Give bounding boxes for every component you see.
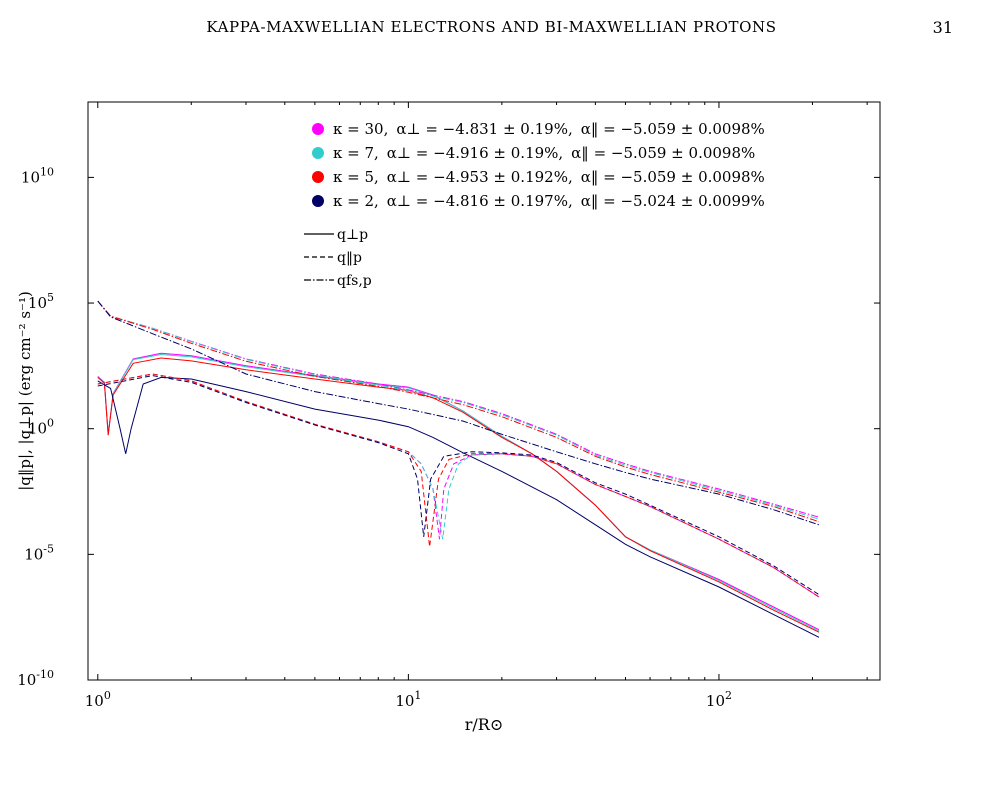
x-axis-label: r/R⊙ — [465, 715, 504, 734]
series-line-3 — [97, 357, 820, 633]
x-tick-label: 100 — [85, 689, 111, 710]
series-line-4 — [97, 376, 820, 638]
legend-entry: κ = 5, α⊥ = −4.953 ± 0.192%, α‖ = −5.059 ±… — [333, 168, 765, 186]
legend-marker — [312, 123, 324, 135]
legend-marker — [312, 195, 324, 207]
legend-entry: κ = 30, α⊥ = −4.831 ± 0.19%, α‖ = −5.059 ±… — [333, 120, 765, 138]
y-tick-label: 1010 — [21, 165, 54, 186]
legend-entry: κ = 2, α⊥ = −4.816 ± 0.197%, α‖ = −5.024 ±… — [333, 192, 765, 210]
y-tick-label: 10-5 — [24, 542, 54, 563]
legend-marker — [312, 171, 324, 183]
series-line-11 — [97, 300, 820, 523]
plot-frame — [87, 101, 881, 681]
x-tick-label: 102 — [706, 689, 732, 710]
y-axis-label: |q‖p|, |q⊥p| (erg cm⁻² s⁻¹) — [16, 291, 34, 491]
legend-line-label: qfs,p — [337, 273, 372, 289]
series-line-7 — [97, 373, 820, 598]
legend: κ = 30, α⊥ = −4.831 ± 0.19%, α‖ = −5.059 ±… — [304, 120, 765, 289]
y-tick-label: 10-10 — [17, 668, 54, 689]
legend-line-label: q‖p — [337, 250, 362, 266]
legend-entry: κ = 7, α⊥ = −4.916 ± 0.19%, α‖ = −5.059 ± … — [333, 144, 755, 162]
legend-line-label: q⊥p — [337, 227, 368, 243]
series-line-12 — [97, 300, 820, 526]
x-tick-label: 101 — [395, 689, 421, 710]
series-line-8 — [97, 375, 820, 596]
curves — [97, 300, 820, 638]
legend-marker — [312, 147, 324, 159]
series-line-1 — [97, 352, 820, 631]
running-header: KAPPA-MAXWELLIAN ELECTRONS AND BI-MAXWEL… — [0, 18, 983, 40]
page-number: 31 — [932, 18, 953, 37]
series-line-6 — [97, 373, 820, 598]
running-title: KAPPA-MAXWELLIAN ELECTRONS AND BI-MAXWEL… — [206, 18, 777, 36]
series-line-10 — [97, 300, 820, 520]
series-line-5 — [97, 373, 820, 598]
